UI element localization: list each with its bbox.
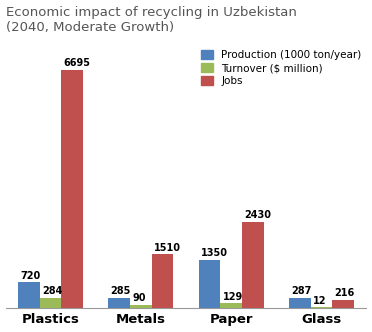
Bar — [108, 298, 130, 308]
Text: 2430: 2430 — [244, 210, 271, 220]
Bar — [199, 260, 220, 308]
Text: 129: 129 — [222, 291, 243, 301]
Bar — [332, 300, 354, 308]
Text: 6695: 6695 — [64, 58, 91, 68]
Bar — [61, 70, 83, 308]
Bar — [18, 282, 40, 308]
Bar — [242, 222, 264, 308]
Bar — [130, 305, 152, 308]
Bar — [152, 254, 173, 308]
Text: 216: 216 — [334, 289, 355, 298]
Text: 287: 287 — [291, 286, 311, 296]
Legend: Production (1000 ton/year), Turnover ($ million), Jobs: Production (1000 ton/year), Turnover ($ … — [198, 47, 365, 89]
Text: Economic impact of recycling in Uzbekistan
(2040, Moderate Growth): Economic impact of recycling in Uzbekist… — [6, 6, 296, 34]
Text: 1350: 1350 — [201, 248, 228, 258]
Text: 90: 90 — [132, 293, 146, 303]
Bar — [40, 298, 61, 308]
Text: 1510: 1510 — [154, 242, 181, 253]
Text: 720: 720 — [20, 271, 41, 281]
Bar — [311, 307, 332, 308]
Text: 12: 12 — [313, 296, 326, 306]
Bar — [289, 298, 311, 308]
Text: 284: 284 — [42, 286, 62, 296]
Text: 285: 285 — [110, 286, 131, 296]
Bar — [220, 303, 242, 308]
